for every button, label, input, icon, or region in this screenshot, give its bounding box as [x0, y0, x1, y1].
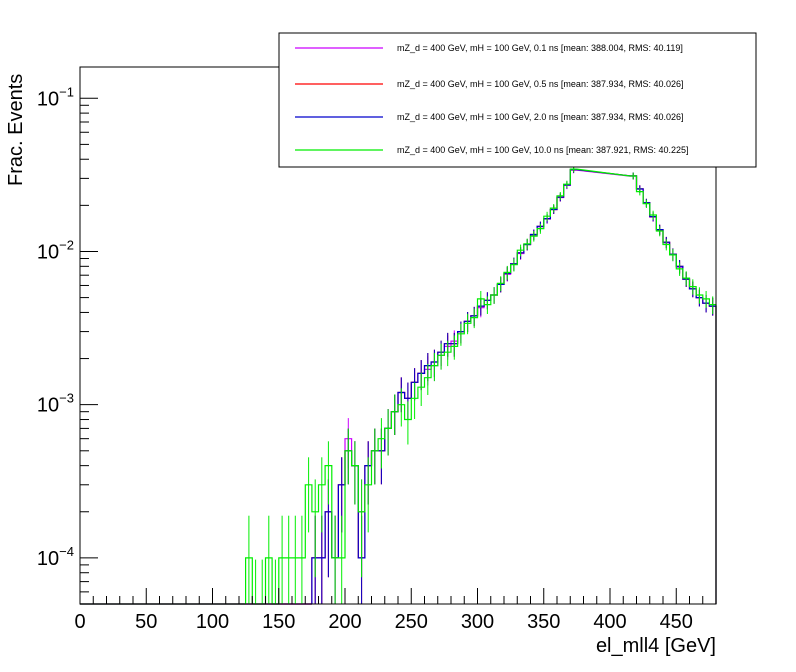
y-tick-label: 10−4: [37, 544, 74, 570]
x-tick-label: 200: [328, 611, 361, 633]
y-axis-title: Frac. Events: [5, 74, 27, 186]
x-axis-title: el_mll4 [GeV]: [596, 635, 716, 657]
x-tick-label: 250: [395, 611, 428, 633]
legend-box: [278, 32, 757, 168]
y-tick-label: 10−3: [37, 391, 74, 417]
x-tick-label: 150: [262, 611, 295, 633]
legend-entry: mZ_d = 400 GeV, mH = 100 GeV, 10.0 ns [m…: [397, 145, 689, 155]
x-axis: 0 50 100 150 200 250 300 350 400 450: [74, 588, 717, 633]
x-tick-label: 50: [135, 611, 157, 633]
legend-entry: mZ_d = 400 GeV, mH = 100 GeV, 2.0 ns [me…: [397, 112, 684, 122]
y-tick-label: 10−1: [37, 84, 74, 110]
x-tick-label: 450: [660, 611, 693, 633]
y-axis: 10−4 10−3 10−2 10−1: [37, 84, 98, 605]
histogram-series: [80, 166, 717, 605]
x-tick-label: 100: [196, 611, 229, 633]
legend: mZ_d = 400 GeV, mH = 100 GeV, 0.1 ns [me…: [278, 32, 757, 168]
series-line: [245, 168, 717, 605]
x-tick-label: 300: [461, 611, 494, 633]
legend-entry: mZ_d = 400 GeV, mH = 100 GeV, 0.1 ns [me…: [397, 43, 683, 53]
legend-entry: mZ_d = 400 GeV, mH = 100 GeV, 0.5 ns [me…: [397, 79, 684, 89]
y-tick-label: 10−2: [37, 237, 74, 263]
x-tick-label: 400: [593, 611, 626, 633]
x-tick-label: 350: [527, 611, 560, 633]
x-tick-label: 0: [74, 611, 85, 633]
